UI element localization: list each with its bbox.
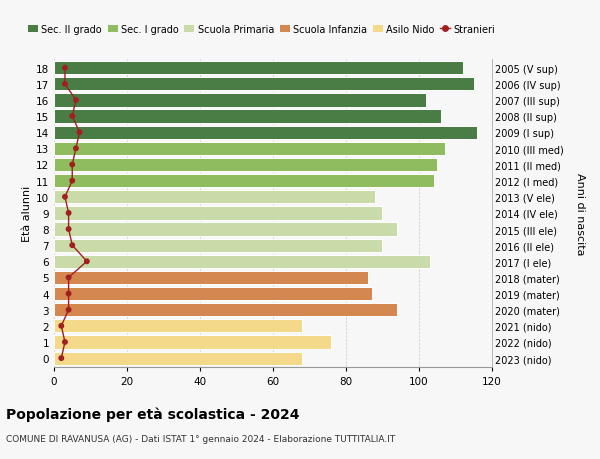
Bar [54,223,397,236]
Point [67,113,77,121]
Point [67,162,77,169]
Bar [54,110,441,123]
Bar [54,158,437,172]
Point [64,290,73,297]
Point [56,355,66,362]
Bar [54,207,383,220]
Point [60,339,70,346]
Bar [54,142,445,156]
Point [71,146,81,153]
Bar [54,239,383,252]
Y-axis label: Età alunni: Età alunni [22,185,32,241]
Point [64,306,73,313]
Point [56,323,66,330]
Bar [54,319,302,333]
Bar [54,287,371,301]
Bar [54,303,397,317]
Point [67,242,77,249]
Point [71,97,81,104]
Text: Popolazione per età scolastica - 2024: Popolazione per età scolastica - 2024 [6,406,299,421]
Bar [54,271,368,285]
Point [60,194,70,201]
Point [75,129,85,137]
Point [60,81,70,88]
Legend: Sec. II grado, Sec. I grado, Scuola Primaria, Scuola Infanzia, Asilo Nido, Stran: Sec. II grado, Sec. I grado, Scuola Prim… [28,24,495,34]
Bar [54,336,331,349]
Bar [54,191,375,204]
Y-axis label: Anni di nascita: Anni di nascita [575,172,584,255]
Point [64,210,73,217]
Bar [54,126,478,140]
Bar [54,78,474,91]
Bar [54,352,302,365]
Bar [54,94,426,107]
Bar [54,255,430,269]
Text: COMUNE DI RAVANUSA (AG) - Dati ISTAT 1° gennaio 2024 - Elaborazione TUTTITALIA.I: COMUNE DI RAVANUSA (AG) - Dati ISTAT 1° … [6,434,395,443]
Point [82,258,92,265]
Point [64,274,73,281]
Bar [54,62,463,75]
Point [60,65,70,72]
Point [67,178,77,185]
Bar [54,174,434,188]
Point [64,226,73,233]
